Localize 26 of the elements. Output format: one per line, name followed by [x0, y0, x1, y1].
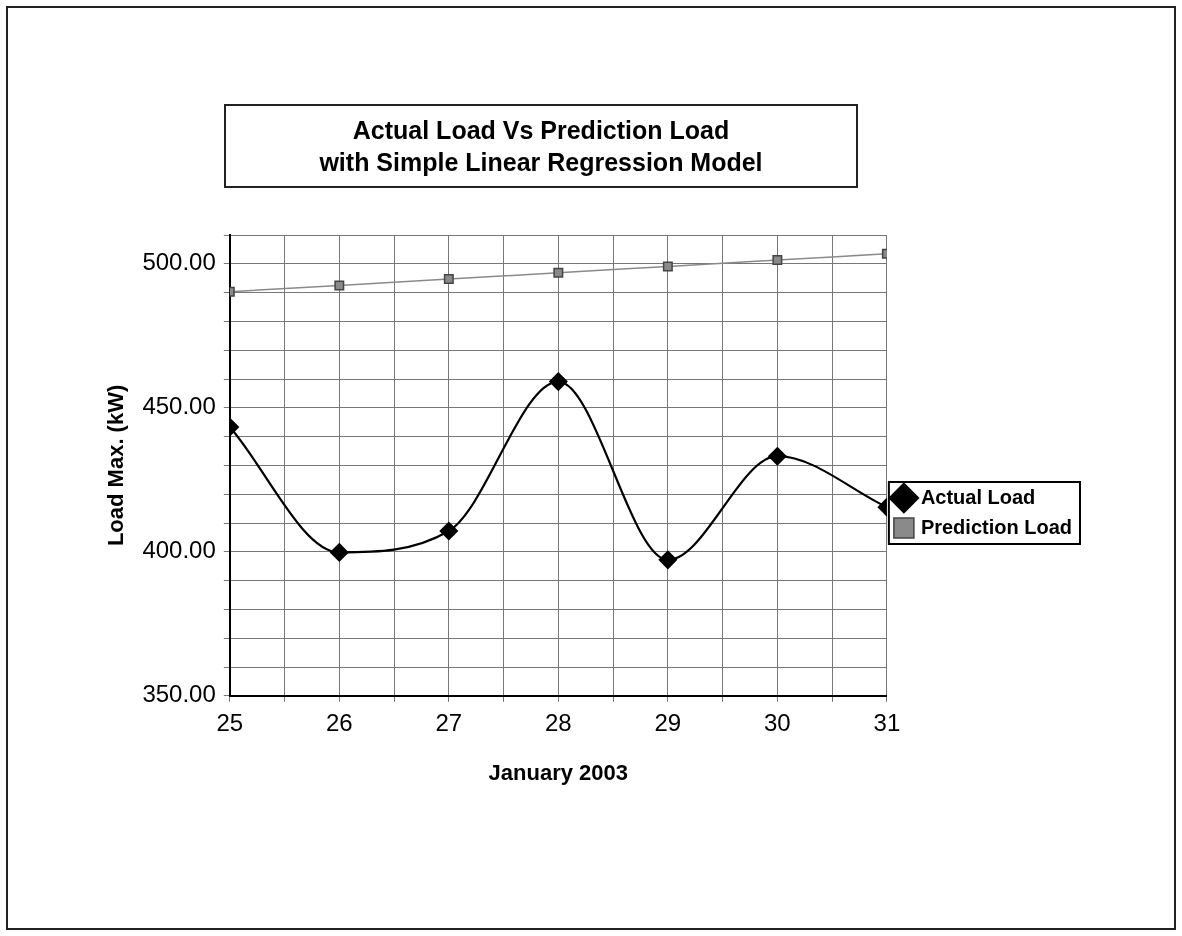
legend-label: Actual Load: [920, 485, 1036, 508]
x-tick-label: 26: [325, 708, 353, 736]
point: [330, 543, 349, 562]
point: [768, 447, 787, 466]
x-tick-label: 30: [764, 708, 791, 736]
x-tick-label: 25: [216, 708, 244, 736]
point: [662, 261, 673, 272]
point: [553, 267, 564, 278]
point: [439, 521, 458, 541]
point: [549, 372, 568, 391]
legend-label: Prediction Load: [920, 515, 1072, 538]
y-tick-label: 500.00: [142, 248, 216, 276]
y-tick-label: 450.00: [142, 392, 216, 420]
x-tick-label: 28: [544, 708, 572, 736]
x-axis-title: January 2003: [488, 759, 629, 785]
chart-title: Actual Load Vs Prediction Load with Simple Linear Regression Model: [224, 104, 858, 188]
y-axis-title: Load Max. (kW): [103, 384, 129, 547]
y-tick-label: 350.00: [142, 680, 216, 708]
point: [658, 550, 677, 569]
point: [443, 274, 454, 285]
y-tick-label: 400.00: [142, 536, 216, 564]
x-tick-label: 27: [435, 708, 463, 736]
point: [334, 280, 345, 291]
x-tick-label: 29: [654, 708, 682, 736]
point: [772, 255, 783, 266]
x-tick-label: 31: [873, 708, 901, 736]
